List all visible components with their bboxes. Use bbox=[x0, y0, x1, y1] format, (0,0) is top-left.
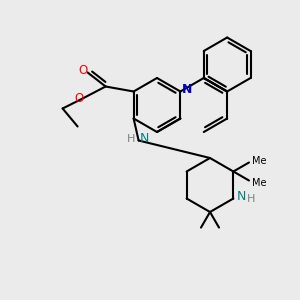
Text: N: N bbox=[140, 132, 149, 145]
Text: H: H bbox=[247, 194, 256, 203]
Text: H: H bbox=[126, 134, 135, 143]
Text: O: O bbox=[74, 92, 83, 105]
Text: N: N bbox=[182, 83, 193, 96]
Text: N: N bbox=[237, 190, 246, 203]
Text: Me: Me bbox=[252, 155, 266, 166]
Text: O: O bbox=[78, 64, 87, 77]
Text: Me: Me bbox=[252, 178, 266, 188]
